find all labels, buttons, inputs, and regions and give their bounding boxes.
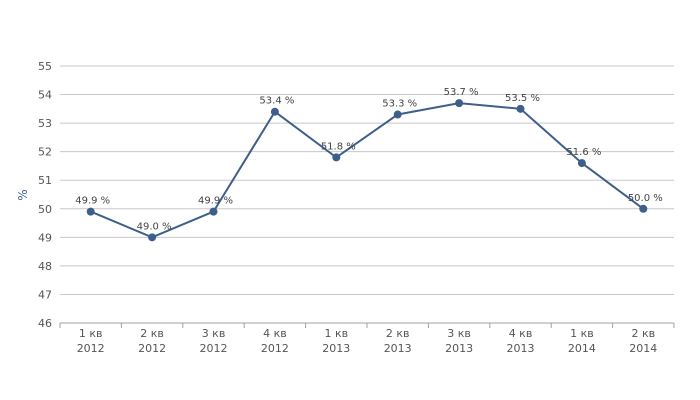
data-label: 49.9 % [75,196,110,207]
data-label: 50.0 % [628,193,663,204]
data-label: 53.7 % [444,87,479,98]
y-tick-label: 53 [38,117,52,130]
y-tick-label: 46 [38,317,52,330]
y-axis-label: % [16,189,30,200]
data-label: 53.3 % [382,99,417,110]
x-tick-label: 1 кв 2012 [77,327,105,355]
x-tick-label: 2 кв 2013 [384,327,412,355]
y-tick-label: 55 [38,60,52,73]
data-label: 51.6 % [566,147,601,158]
x-tick-label: 3 кв 2012 [200,327,228,355]
data-point [577,159,586,168]
y-tick-label: 52 [38,146,52,159]
y-tick-label: 50 [38,203,52,216]
x-tick-label: 4 кв 2012 [261,327,289,355]
x-tick-label: 2 кв 2014 [629,327,657,355]
data-label: 49.0 % [137,221,172,232]
data-point [86,207,95,216]
x-tick-label: 1 кв 2013 [322,327,350,355]
data-point [516,104,525,113]
y-axis-ticks: 46 47 48 49 50 51 52 53 54 55 [38,60,52,330]
x-tick-label: 1 кв 2014 [568,327,596,355]
data-points [86,99,648,242]
series-line [90,102,644,239]
y-tick-label: 48 [38,260,52,273]
data-point [270,107,279,116]
x-axis-ticks: 1 кв 2012 2 кв 2012 3 кв 2012 4 кв 2012 1 кв 2013… [77,327,658,355]
data-labels: 49.9 % 49.0 % 49.9 % 53.4 % 51.8 % 53.3 % 53.7… [75,87,663,232]
data-point [209,207,218,216]
data-label: 49.9 % [198,196,233,207]
data-label: 53.5 % [505,93,540,104]
gridlines [60,65,674,324]
y-tick-label: 54 [38,89,52,102]
data-point [148,233,157,242]
x-tick-label: 3 кв 2013 [445,327,473,355]
y-tick-label: 49 [38,231,52,244]
y-tick-label: 51 [38,174,52,187]
y-tick-label: 47 [38,288,52,301]
data-point [393,110,402,119]
x-tick-label: 4 кв 2013 [507,327,535,355]
data-label: 53.4 % [259,96,294,107]
data-point [455,99,464,108]
x-tick-label: 2 кв 2012 [138,327,166,355]
x-axis [59,322,675,328]
data-point [332,153,341,162]
data-label: 51.8 % [321,141,356,152]
data-point [639,204,648,213]
